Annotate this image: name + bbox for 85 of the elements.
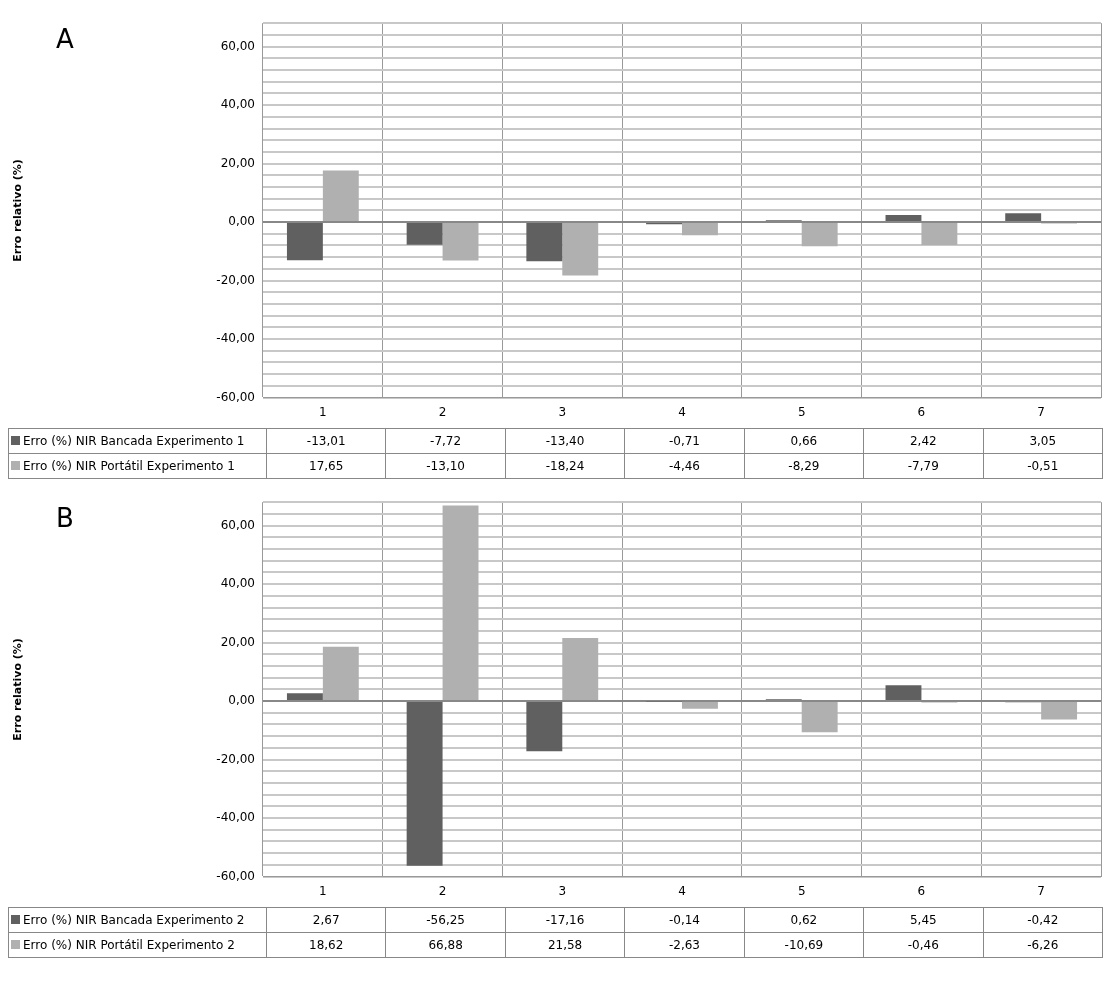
data-label: 18,62 (266, 932, 386, 958)
x-tick-label: 6 (917, 404, 926, 419)
y-axis-title: Erro relativo (%) (11, 159, 25, 262)
y-tick-label: 0,00 (228, 214, 255, 229)
x-tick-label: 3 (558, 883, 567, 898)
x-tick-label: 7 (1037, 404, 1045, 419)
data-label: -13,40 (505, 428, 625, 454)
data-label: 2,67 (266, 907, 386, 933)
x-tick-label: 1 (319, 883, 327, 898)
data-label: 0,66 (744, 428, 864, 454)
data-label: 17,65 (266, 453, 386, 479)
bar (526, 223, 563, 262)
bar (562, 223, 599, 276)
y-tick-label: -20,00 (216, 272, 255, 287)
data-label: -6,26 (983, 932, 1103, 958)
bar (885, 215, 922, 222)
bar (406, 702, 443, 866)
bar (682, 223, 718, 236)
data-label: -18,24 (505, 453, 625, 479)
data-label: -8,29 (744, 453, 864, 479)
data-label: 2,42 (863, 428, 984, 454)
x-tick-label: 2 (438, 883, 447, 898)
data-label: -0,46 (863, 932, 984, 958)
data-label: -0,51 (983, 453, 1103, 479)
y-axis-title: Erro relativo (%) (11, 638, 25, 741)
y-tick-label: 0,00 (228, 693, 255, 708)
bar (322, 646, 359, 701)
x-tick-label: 7 (1037, 883, 1045, 898)
data-label: 21,58 (505, 932, 625, 958)
y-tick-label: 60,00 (220, 38, 255, 53)
bar (442, 505, 479, 701)
y-tick-label: 40,00 (220, 97, 255, 112)
x-tick-label: 4 (678, 883, 686, 898)
bar (921, 223, 958, 245)
bar (286, 693, 323, 701)
data-label: -56,25 (385, 907, 506, 933)
y-tick-label: -60,00 (216, 868, 255, 883)
data-label: -10,69 (744, 932, 864, 958)
y-tick-label: 60,00 (220, 517, 255, 532)
bar (322, 170, 359, 222)
x-tick-label: 5 (797, 404, 806, 419)
data-label: -4,46 (624, 453, 745, 479)
legend-label: Erro (%) NIR Portátil Experimento 2 (23, 938, 235, 952)
x-tick-label: 2 (438, 404, 447, 419)
legend-label: Erro (%) NIR Portátil Experimento 1 (23, 459, 235, 473)
chart-title: A (56, 24, 74, 54)
y-tick-label: -20,00 (216, 751, 255, 766)
data-label: -7,72 (385, 428, 506, 454)
data-label: -0,42 (983, 907, 1103, 933)
legend-label: Erro (%) NIR Bancada Experimento 1 (23, 434, 245, 448)
x-tick-label: 1 (319, 404, 327, 419)
bar (286, 223, 323, 261)
x-tick-label: 6 (917, 883, 926, 898)
data-label: 3,05 (983, 428, 1103, 454)
bar (406, 223, 443, 245)
y-tick-label: -40,00 (216, 331, 255, 346)
data-label: -2,63 (624, 932, 745, 958)
data-label: -17,16 (505, 907, 625, 933)
bar (1041, 702, 1078, 720)
bar (1005, 213, 1042, 222)
x-tick-label: 3 (558, 404, 567, 419)
data-label: -7,79 (863, 453, 984, 479)
legend-label: Erro (%) NIR Bancada Experimento 2 (23, 913, 245, 927)
y-tick-label: 40,00 (220, 576, 255, 591)
bar (801, 702, 838, 733)
data-label: 0,62 (744, 907, 864, 933)
data-label: -0,71 (624, 428, 745, 454)
y-tick-label: 20,00 (220, 634, 255, 649)
bar (562, 637, 599, 701)
y-tick-label: -40,00 (216, 810, 255, 825)
x-tick-label: 4 (678, 404, 686, 419)
data-label: -13,10 (385, 453, 506, 479)
y-tick-label: 20,00 (220, 155, 255, 170)
data-label: 5,45 (863, 907, 984, 933)
data-label: -0,14 (624, 907, 745, 933)
bar (682, 702, 718, 709)
chart-title: B (56, 503, 74, 533)
y-tick-label: -60,00 (216, 389, 255, 404)
x-tick-label: 5 (797, 883, 806, 898)
bar (526, 702, 563, 752)
bar (885, 685, 922, 701)
bar (801, 223, 838, 247)
data-label: 66,88 (385, 932, 506, 958)
bar (442, 223, 479, 261)
data-label: -13,01 (266, 428, 386, 454)
